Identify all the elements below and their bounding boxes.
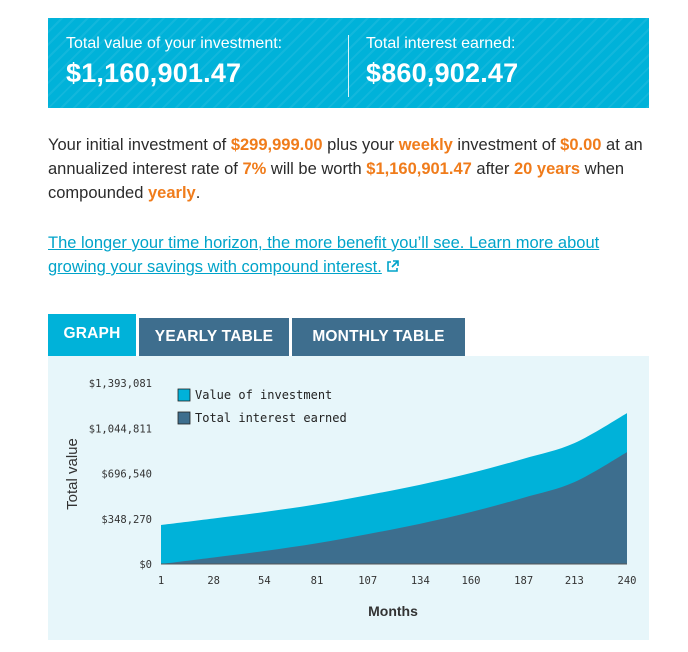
total-value-amount: $1,160,901.47 (66, 58, 242, 88)
interest-rate: 7% (242, 160, 267, 178)
summary-banner: Total value of your investment: $1,160,9… (48, 18, 649, 108)
x-tick-label: 54 (258, 575, 271, 587)
y-tick-label: $0 (139, 559, 152, 571)
x-tick-label: 213 (565, 575, 584, 587)
total-value-label: Total value of your investment: (66, 35, 283, 52)
final-value: $1,160,901.47 (366, 160, 472, 178)
tab-yearly-table[interactable]: YEARLY TABLE (139, 318, 289, 356)
x-tick-label: 134 (411, 575, 430, 587)
compounding-frequency: yearly (148, 184, 196, 202)
growth-chart: $0 $348,270 $696,540 $1,044,811 $1,393,081 1… (64, 378, 637, 619)
desc-text: investment of (452, 136, 561, 154)
y-axis-label: Total value (64, 438, 81, 510)
tab-monthly-table[interactable]: MONTHLY TABLE (292, 318, 465, 356)
y-tick-label: $696,540 (101, 469, 152, 481)
x-tick-label: 160 (462, 575, 481, 587)
x-tick-label: 240 (618, 575, 637, 587)
total-value-block: Total value of your investment: $1,160,9… (66, 35, 282, 89)
legend-label: Total interest earned (195, 411, 347, 425)
desc-text: at an annualized interest rate of (48, 136, 643, 178)
desc-text: will be worth (266, 160, 367, 178)
x-tick-label: 81 (311, 575, 324, 587)
x-tick-label: 187 (514, 575, 533, 587)
interest-block: Total interest earned: $860,902.47 (366, 35, 518, 89)
desc-text: Your initial investment of (48, 136, 231, 154)
summary-description: Your initial investment of $299,999.00 p… (48, 133, 658, 205)
contribution-frequency: weekly (398, 136, 453, 154)
x-tick-label: 1 (158, 575, 164, 587)
desc-text: when compounded (48, 160, 625, 202)
learn-more-link[interactable]: The longer your time horizon, the more b… (48, 231, 658, 280)
x-tick-label: 107 (358, 575, 377, 587)
desc-text: plus your (322, 136, 399, 154)
y-tick-label: $1,044,811 (89, 423, 152, 435)
desc-text: . (195, 184, 201, 202)
interest-amount: $860,902.47 (366, 58, 519, 88)
y-tick-label: $1,393,081 (89, 378, 152, 390)
series-area-2 (161, 452, 627, 564)
external-link-icon (386, 256, 399, 280)
tab-graph[interactable]: GRAPH (48, 314, 136, 356)
summary-divider (348, 35, 349, 97)
learn-more-text[interactable]: The longer your time horizon, the more b… (48, 234, 600, 276)
x-axis-label: Months (368, 603, 418, 619)
time-horizon: 20 years (514, 160, 581, 178)
interest-label: Total interest earned: (366, 35, 516, 52)
chart-panel: $0 $348,270 $696,540 $1,044,811 $1,393,081 1… (48, 356, 649, 640)
legend-swatch (177, 411, 191, 425)
contribution-amount: $0.00 (560, 136, 602, 154)
legend-swatch (177, 388, 191, 402)
y-tick-label: $348,270 (101, 514, 152, 526)
desc-text: after (471, 160, 514, 178)
initial-investment: $299,999.00 (230, 136, 323, 154)
x-tick-label: 28 (207, 575, 220, 587)
legend-label: Value of investment (195, 388, 332, 402)
